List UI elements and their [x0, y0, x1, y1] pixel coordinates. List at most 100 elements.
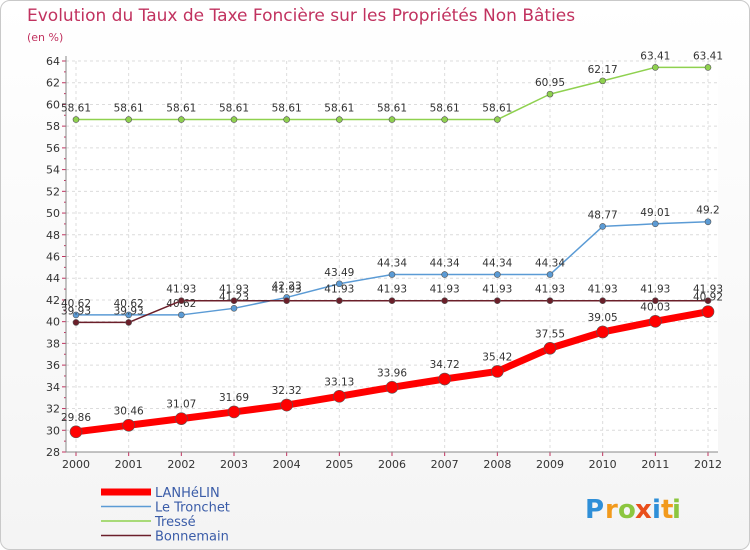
data-point: [652, 220, 659, 228]
y-tick-label: 52: [46, 185, 60, 198]
data-label: 44.34: [482, 258, 512, 270]
data-label: 40.62: [61, 298, 91, 310]
data-point: [125, 319, 132, 326]
x-tick-label: 2009: [536, 458, 564, 471]
data-point: [652, 64, 659, 71]
series-lanh-lin: 29.86 30.46 31.07 31.69 32.32 33.13 33.96 34.72…: [61, 292, 723, 439]
data-point: [546, 90, 554, 98]
data-label: 41.93: [693, 284, 723, 296]
data-point: [441, 116, 448, 123]
y-tick-label: 34: [46, 381, 60, 394]
data-point: [546, 271, 554, 278]
x-tick-label: 2002: [167, 458, 195, 471]
data-point: [72, 311, 80, 319]
data-label: 40.92: [693, 292, 723, 304]
data-point: [336, 297, 343, 305]
logo-letter: P: [585, 495, 604, 525]
x-tick-label: 2010: [589, 458, 617, 471]
data-point: [178, 311, 185, 319]
y-tick-label: 32: [46, 403, 60, 416]
axes: 28 30 32 34 36 38 40 42 44 46 48 50 52 54 56 58 60 62 64 20…: [46, 55, 722, 471]
data-label: 41.93: [588, 284, 618, 296]
data-label: 44.34: [377, 258, 407, 270]
logo-letter: o: [618, 495, 636, 525]
y-tick-label: 42: [46, 294, 60, 307]
data-point: [438, 372, 451, 386]
data-point: [599, 297, 606, 305]
data-label: 58.61: [430, 103, 460, 115]
y-tick-label: 50: [46, 207, 60, 220]
series-tress-: 58.61 58.61 58.61 58.61 58.61 58.61 58.61 58.61…: [61, 50, 723, 123]
logo-letter: t: [661, 495, 673, 525]
data-point: [385, 380, 399, 394]
data-label: 39.05: [588, 312, 618, 324]
data-point: [336, 280, 343, 288]
data-point: [69, 425, 83, 439]
legend-label: LANHéLIN: [155, 486, 220, 501]
data-label: 39.93: [61, 305, 91, 317]
x-tick-label: 2000: [62, 458, 90, 471]
data-point: [704, 218, 712, 226]
data-label: 58.61: [272, 103, 302, 115]
data-label: 41.93: [272, 284, 302, 296]
data-point: [175, 412, 188, 425]
data-point: [494, 297, 501, 305]
legend-label: Le Tronchet: [155, 501, 230, 516]
data-label: 58.61: [219, 103, 249, 115]
data-label: 41.93: [535, 284, 565, 296]
data-label: 30.46: [114, 405, 144, 417]
y-tick-label: 54: [46, 164, 60, 177]
x-tick-label: 2006: [378, 458, 406, 471]
data-point: [230, 116, 238, 123]
data-label: 41.93: [219, 284, 249, 296]
legend-label: Tressé: [154, 515, 196, 530]
data-point: [599, 77, 606, 85]
y-tick-label: 60: [46, 98, 60, 111]
data-point: [494, 116, 501, 123]
data-point: [280, 398, 293, 412]
data-point: [701, 305, 715, 318]
x-tick-label: 2005: [325, 458, 353, 471]
data-label: 42.23: [272, 280, 302, 292]
y-tick-label: 36: [46, 359, 60, 372]
data-label: 58.61: [61, 103, 91, 115]
chart-title: Evolution du Taux de Taxe Foncière sur l…: [27, 6, 575, 26]
data-label: 33.13: [324, 376, 354, 388]
data-point: [283, 297, 290, 305]
data-point: [704, 64, 712, 71]
series-bonnemain: 39.93 39.93 41.93 41.93 41.93 41.93 41.93 41.93…: [61, 284, 723, 326]
y-tick-label: 28: [46, 446, 60, 459]
data-label: 31.07: [166, 399, 196, 411]
legend-label: Bonnemain: [155, 530, 229, 545]
data-label: 62.17: [588, 64, 618, 76]
data-label: 40.62: [114, 298, 144, 310]
data-point: [178, 297, 185, 305]
data-label: 34.72: [430, 359, 460, 371]
data-label: 44.34: [430, 258, 460, 270]
series-le-tronchet: 40.6240.6240.6241.2342.2343.4944.3444.34…: [61, 205, 720, 319]
data-label: 40.03: [640, 301, 670, 313]
data-point: [491, 365, 504, 378]
data-label: 41.93: [166, 284, 196, 296]
data-point: [178, 116, 185, 123]
x-tick-label: 2011: [641, 458, 669, 471]
data-point: [441, 271, 448, 278]
data-point: [652, 297, 659, 305]
data-point: [122, 418, 135, 432]
data-label: 32.32: [272, 385, 302, 397]
y-tick-label: 64: [46, 55, 60, 68]
data-label: 63.41: [693, 50, 723, 62]
data-point: [333, 389, 346, 403]
data-label: 31.69: [219, 392, 249, 404]
data-label: 58.61: [324, 103, 354, 115]
data-label: 44.34: [535, 258, 565, 270]
y-tick-label: 62: [46, 77, 60, 90]
data-label: 35.42: [482, 351, 512, 363]
x-tick-label: 2012: [694, 458, 722, 471]
x-tick-label: 2008: [483, 458, 511, 471]
data-point: [283, 116, 290, 123]
logo-letter: i: [672, 495, 681, 525]
